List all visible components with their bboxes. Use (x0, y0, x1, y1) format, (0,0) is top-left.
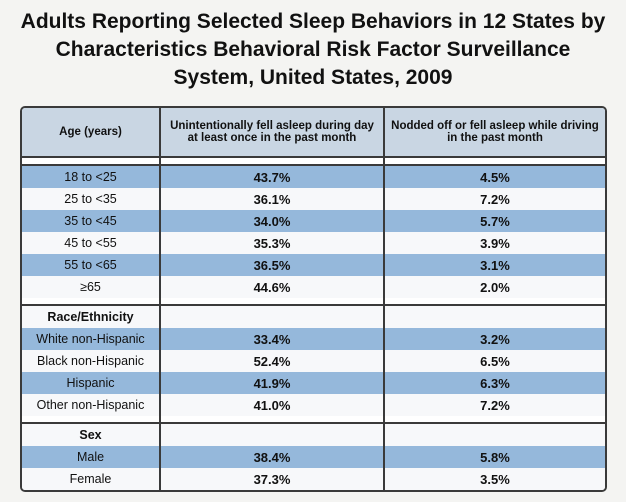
gap-cell (159, 298, 384, 306)
row-label: ≥65 (22, 276, 160, 298)
empty-cell (159, 305, 384, 328)
gap-cell (159, 157, 384, 166)
data-row: 45 to <55 35.3% 3.9% (22, 232, 605, 254)
value-cell: 3.2% (383, 328, 605, 350)
title: Adults Reporting Selected Sleep Behavior… (20, 10, 606, 89)
row-label: Other non-Hispanic (22, 394, 160, 416)
gap-cell (22, 157, 160, 166)
row-label: 45 to <55 (22, 232, 160, 254)
section-gap (22, 298, 605, 306)
value-cell: 7.2% (383, 394, 605, 416)
section-heading-row: Sex (22, 423, 605, 446)
data-row: White non-Hispanic 33.4% 3.2% (22, 328, 605, 350)
data-row: Other non-Hispanic 41.0% 7.2% (22, 394, 605, 416)
header-cell: Nodded off or fell asleep while driving … (383, 108, 605, 158)
data-row: 18 to <25 43.7% 4.5% (22, 165, 605, 188)
row-label: 55 to <65 (22, 254, 160, 276)
data-row: ≥65 44.6% 2.0% (22, 276, 605, 298)
row-label: Black non-Hispanic (22, 350, 160, 372)
value-cell: 4.5% (383, 165, 605, 188)
gap-cell (22, 298, 160, 306)
value-cell: 3.9% (383, 232, 605, 254)
empty-cell (383, 305, 605, 328)
value-cell: 33.4% (159, 328, 384, 350)
value-cell: 37.3% (159, 468, 384, 490)
row-label: Female (22, 468, 160, 490)
value-cell: 5.8% (383, 446, 605, 468)
value-cell: 5.7% (383, 210, 605, 232)
value-cell: 7.2% (383, 188, 605, 210)
gap-cell (383, 298, 605, 306)
value-cell: 36.5% (159, 254, 384, 276)
gap-cell (159, 416, 384, 424)
gap-cell (22, 416, 160, 424)
header-cell: Age (years) (22, 108, 160, 158)
empty-cell (383, 423, 605, 446)
section-heading-row: Race/Ethnicity (22, 305, 605, 328)
data-row: 35 to <45 34.0% 5.7% (22, 210, 605, 232)
header-cell: Unintentionally fell asleep during day a… (159, 108, 384, 158)
section-heading: Race/Ethnicity (22, 305, 160, 328)
row-label: 18 to <25 (22, 165, 160, 188)
gap-cell (383, 157, 605, 166)
value-cell: 43.7% (159, 165, 384, 188)
section-heading: Sex (22, 423, 160, 446)
row-label: Male (22, 446, 160, 468)
section-gap (22, 157, 605, 166)
table-frame: Age (years) Unintentionally fell asleep d… (20, 106, 607, 492)
data-row: Female 37.3% 3.5% (22, 468, 605, 490)
value-cell: 34.0% (159, 210, 384, 232)
value-cell: 3.5% (383, 468, 605, 490)
row-label: 35 to <45 (22, 210, 160, 232)
value-cell: 41.0% (159, 394, 384, 416)
value-cell: 35.3% (159, 232, 384, 254)
empty-cell (159, 423, 384, 446)
row-label: Hispanic (22, 372, 160, 394)
data-row: Male 38.4% 5.8% (22, 446, 605, 468)
data-row: Hispanic 41.9% 6.3% (22, 372, 605, 394)
table: Age (years) Unintentionally fell asleep d… (22, 108, 605, 490)
value-cell: 41.9% (159, 372, 384, 394)
value-cell: 3.1% (383, 254, 605, 276)
value-cell: 38.4% (159, 446, 384, 468)
section-gap (22, 416, 605, 424)
data-row: 55 to <65 36.5% 3.1% (22, 254, 605, 276)
value-cell: 6.5% (383, 350, 605, 372)
row-label: 25 to <35 (22, 188, 160, 210)
data-row: Black non-Hispanic 52.4% 6.5% (22, 350, 605, 372)
value-cell: 2.0% (383, 276, 605, 298)
header-row: Age (years) Unintentionally fell asleep d… (22, 108, 605, 158)
value-cell: 44.6% (159, 276, 384, 298)
gap-cell (383, 416, 605, 424)
value-cell: 36.1% (159, 188, 384, 210)
data-row: 25 to <35 36.1% 7.2% (22, 188, 605, 210)
value-cell: 6.3% (383, 372, 605, 394)
row-label: White non-Hispanic (22, 328, 160, 350)
value-cell: 52.4% (159, 350, 384, 372)
